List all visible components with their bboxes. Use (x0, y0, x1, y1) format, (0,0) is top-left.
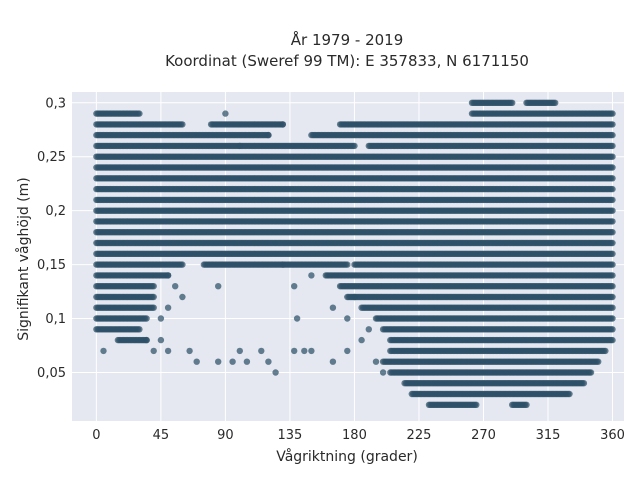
data-point (609, 110, 616, 117)
data-point (609, 239, 616, 247)
data-point (609, 185, 616, 193)
data-point (609, 153, 616, 160)
data-point (609, 142, 616, 150)
data-point (609, 175, 616, 182)
data-point (509, 99, 516, 107)
data-point (136, 110, 143, 117)
data-point (179, 261, 186, 268)
data-point (609, 229, 616, 236)
data-point (609, 121, 616, 128)
data-point (552, 99, 559, 107)
data-point (344, 261, 351, 268)
data-point (609, 250, 616, 257)
data-point (351, 142, 358, 150)
data-point (609, 207, 616, 214)
data-point (609, 196, 616, 204)
data-point (609, 164, 616, 171)
data-points (93, 99, 616, 408)
data-point (179, 121, 186, 128)
data-point (609, 131, 616, 139)
data-point (609, 218, 616, 225)
